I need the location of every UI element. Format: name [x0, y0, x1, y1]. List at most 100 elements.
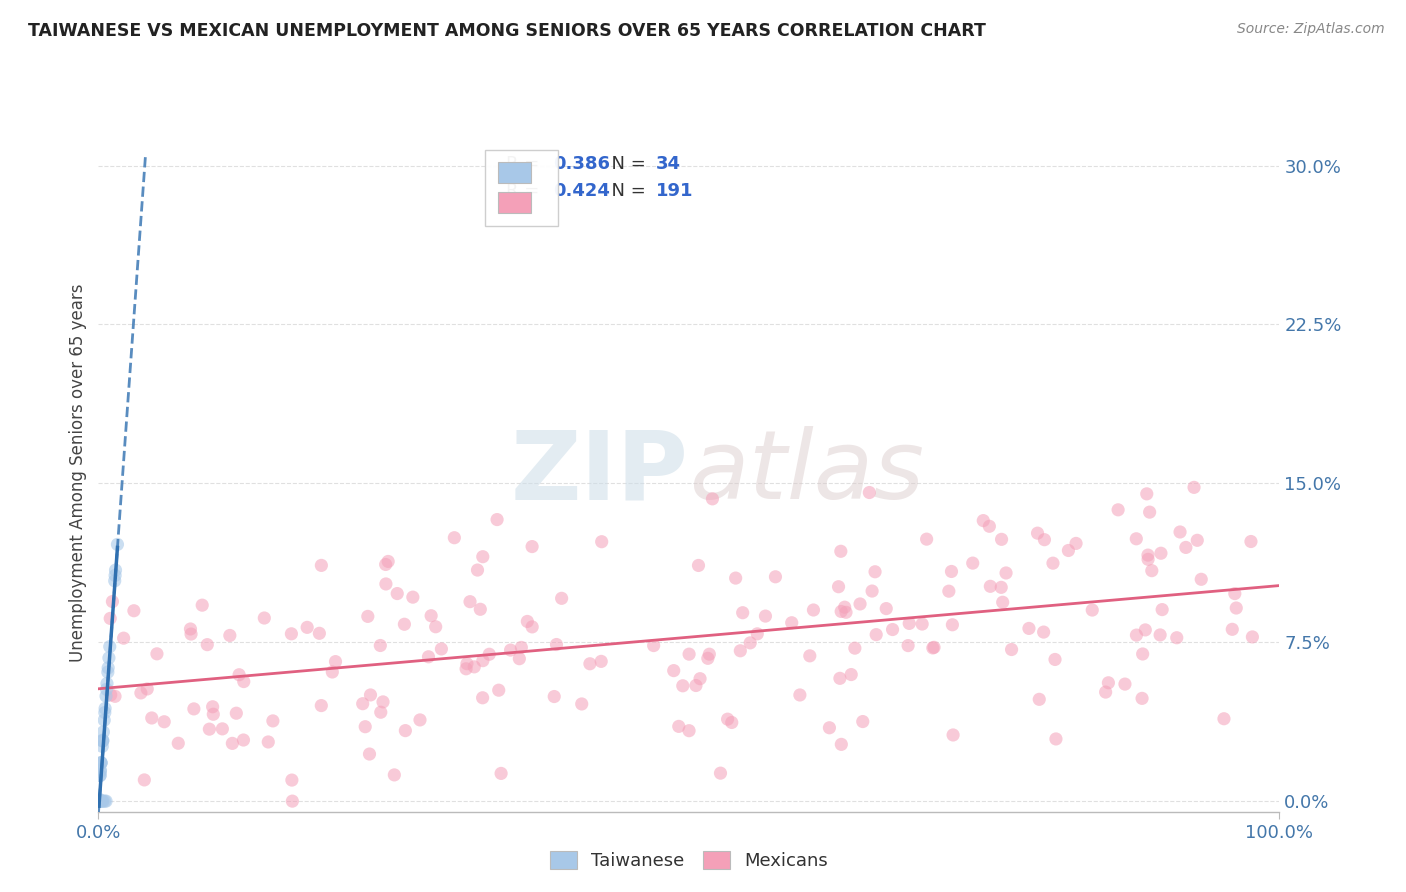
Point: [232, 674, 254, 689]
Point: [1152, 602, 1174, 616]
Point: [765, 570, 787, 584]
Point: [467, 563, 489, 577]
Text: 34: 34: [655, 155, 681, 173]
Point: [456, 662, 478, 676]
Point: [898, 616, 921, 631]
Point: [368, 639, 391, 653]
Point: [1057, 543, 1080, 558]
Point: [1132, 647, 1154, 661]
Point: [1137, 552, 1160, 566]
Point: [136, 681, 159, 696]
Point: [91, 733, 114, 747]
Point: [1018, 622, 1040, 636]
Point: [818, 721, 841, 735]
Point: [98, 611, 121, 625]
Point: [1136, 548, 1159, 562]
Legend: , : ,: [485, 150, 558, 226]
Point: [1125, 532, 1147, 546]
Point: [990, 580, 1012, 594]
Point: [543, 690, 565, 704]
Point: [91, 794, 114, 808]
Point: [180, 627, 202, 641]
Point: [359, 747, 381, 761]
Point: [730, 644, 752, 658]
Point: [94, 689, 117, 703]
Text: N =: N =: [600, 155, 652, 173]
Point: [371, 695, 394, 709]
Point: [828, 671, 851, 685]
Point: [830, 737, 852, 751]
Point: [591, 534, 613, 549]
Point: [167, 736, 190, 750]
Point: [94, 794, 117, 808]
Point: [191, 598, 214, 612]
Point: [1125, 628, 1147, 642]
Point: [325, 655, 347, 669]
Text: 0.386: 0.386: [553, 155, 610, 173]
Point: [107, 537, 129, 551]
Point: [352, 697, 374, 711]
Point: [780, 615, 803, 630]
Point: [262, 714, 284, 728]
Point: [941, 565, 963, 579]
Point: [443, 531, 465, 545]
Point: [1000, 642, 1022, 657]
Point: [1094, 685, 1116, 699]
Point: [844, 641, 866, 656]
Point: [1174, 541, 1197, 555]
Point: [1166, 631, 1188, 645]
Point: [1026, 526, 1049, 541]
Point: [360, 688, 382, 702]
Point: [1223, 586, 1246, 600]
Point: [579, 657, 602, 671]
Point: [430, 642, 453, 657]
Point: [696, 651, 718, 665]
Point: [129, 686, 152, 700]
Point: [221, 736, 243, 750]
Point: [672, 679, 695, 693]
Point: [1182, 480, 1205, 494]
Point: [471, 549, 494, 564]
Point: [89, 768, 111, 782]
Point: [463, 660, 485, 674]
Point: [520, 540, 543, 554]
Point: [153, 714, 176, 729]
Point: [104, 574, 127, 588]
Text: 0.424: 0.424: [553, 183, 610, 201]
Point: [678, 723, 700, 738]
Point: [1033, 533, 1056, 547]
Point: [882, 623, 904, 637]
Point: [516, 615, 538, 629]
Point: [1136, 487, 1159, 501]
Point: [1043, 652, 1066, 666]
Point: [709, 766, 731, 780]
Point: [198, 722, 221, 736]
Point: [1045, 731, 1067, 746]
Point: [1114, 677, 1136, 691]
Point: [394, 617, 416, 632]
Point: [972, 514, 994, 528]
Text: N =: N =: [600, 183, 652, 201]
Point: [253, 611, 276, 625]
Point: [90, 756, 112, 770]
Point: [1064, 536, 1087, 550]
Point: [740, 636, 762, 650]
Text: 191: 191: [655, 183, 693, 201]
Point: [134, 772, 156, 787]
Point: [1081, 603, 1104, 617]
Point: [865, 627, 887, 641]
Point: [374, 558, 396, 572]
Point: [122, 604, 145, 618]
Point: [104, 563, 127, 577]
Point: [280, 627, 302, 641]
Point: [1189, 572, 1212, 586]
Text: R =: R =: [506, 183, 546, 201]
Point: [478, 647, 501, 661]
Point: [387, 586, 409, 600]
Point: [1240, 534, 1263, 549]
Point: [488, 683, 510, 698]
Point: [202, 707, 225, 722]
Point: [643, 639, 665, 653]
Point: [98, 640, 121, 654]
Point: [499, 643, 522, 657]
